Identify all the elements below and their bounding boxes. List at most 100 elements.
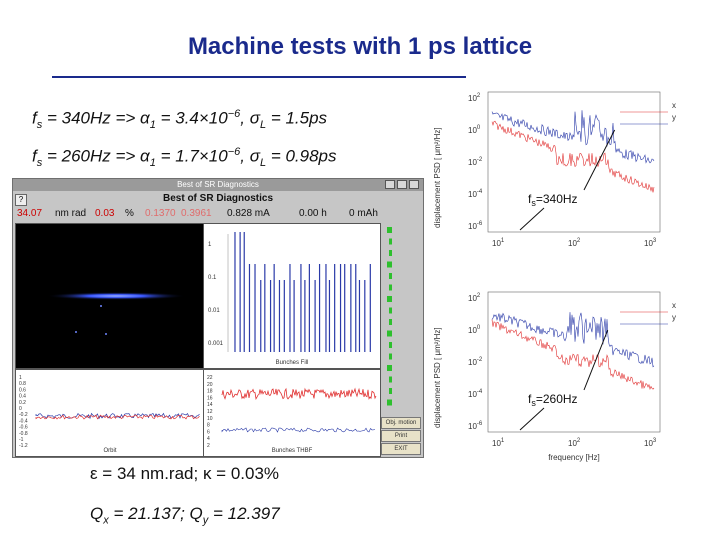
q-y-sub: y xyxy=(202,514,209,527)
beam-image xyxy=(46,292,186,335)
status-led xyxy=(389,273,392,279)
status-led xyxy=(389,319,392,325)
f1-sub3: L xyxy=(259,119,267,132)
psd-annotation: fs=260Hz xyxy=(528,392,578,408)
fill-xlabel: Bunches Fill xyxy=(276,360,309,366)
spectrum-tick-label: 14 xyxy=(207,402,213,408)
psd-ytick-label: 10-2 xyxy=(468,357,483,367)
psd-ytick-label: 10-4 xyxy=(468,389,483,399)
psd-legend-entry: y xyxy=(672,113,676,122)
sr-value: % xyxy=(125,208,134,219)
spectrum-tick-label: 4 xyxy=(207,436,210,442)
psd-trace-y xyxy=(491,110,655,164)
f1-sub2: 1 xyxy=(149,119,156,132)
f1-sub1: s xyxy=(36,119,43,132)
q-x-sub: x xyxy=(103,514,109,527)
f2-rest: , σ xyxy=(240,146,260,166)
orbit-tick-label: 1 xyxy=(19,375,22,381)
sr-value: 0.00 h xyxy=(299,208,327,219)
orbit-panel: 1 0.8 0.6 0.4 0.2 0 -0.2 -0.4 -0.6 -0.8 -1 -1.2 Orbi… xyxy=(15,369,205,457)
beam-image-panel xyxy=(15,223,205,369)
q-x-symbol: Q xyxy=(90,504,104,523)
fill-tick-label: 1 xyxy=(208,242,212,248)
f1-tail: = 1.5ps xyxy=(266,108,328,128)
status-led xyxy=(387,399,392,406)
spectrum-tick-label: 22 xyxy=(207,375,213,381)
orbit-tick-label: -1.2 xyxy=(19,443,28,449)
f1-exp: −6 xyxy=(227,108,241,120)
orbit-trace-x xyxy=(35,414,200,420)
orbit-tick-label: -0.8 xyxy=(19,431,28,437)
spectrum-tick-label: 20 xyxy=(207,382,213,388)
obj-motion-button[interactable]: Obj. motion xyxy=(381,417,421,429)
print-button[interactable]: Print xyxy=(381,430,421,442)
psd-xtick-label: 101 xyxy=(492,238,505,248)
orbit-tick-label: 0 xyxy=(19,406,22,412)
psd-xlabel: frequency [Hz] xyxy=(548,453,600,462)
sr-value-row: 34.07 nm rad 0.03% 0.1370 0.3961 0.828 mA 0.00… xyxy=(13,207,423,221)
close-icon[interactable] xyxy=(409,180,419,189)
status-led xyxy=(387,330,392,337)
f1-eq: = 3.4×10 xyxy=(155,108,228,128)
orbit-tick-label: 0.6 xyxy=(19,387,26,393)
orbit-tick-label: -0.6 xyxy=(19,425,28,431)
status-led xyxy=(387,227,392,233)
sr-value: 0 mAh xyxy=(349,208,378,219)
sr-header: Best of SR Diagnostics xyxy=(162,193,274,204)
orbit-tick-label: 0.8 xyxy=(19,381,26,387)
status-led xyxy=(389,307,392,314)
orbit-plot: 10.80.60.40.20-0.2-0.4-0.6-0.8-1-1.2 Orbi… xyxy=(19,375,200,454)
tune-result: Qx = 21.137; Qy = 12.397 xyxy=(90,504,280,526)
f1-prefix: f xyxy=(32,108,37,128)
sr-value: 0.03 xyxy=(95,208,115,219)
annotation-arrow-lower xyxy=(519,407,545,431)
psd-xtick-label: 103 xyxy=(644,238,657,248)
psd-xtick-label: 101 xyxy=(492,438,505,448)
status-led xyxy=(389,388,392,394)
spectrum-tick-label: 12 xyxy=(207,409,213,415)
f2-eq: = 1.7×10 xyxy=(155,146,228,166)
orbit-tick-label: -0.4 xyxy=(19,418,28,424)
f2-sub1: s xyxy=(36,157,43,170)
psd-ytick-label: 100 xyxy=(468,325,481,335)
beam-speck xyxy=(100,305,102,307)
psd-legend-entry: x xyxy=(672,301,676,310)
maximize-icon[interactable] xyxy=(397,180,407,189)
q-y-value: = 12.397 xyxy=(208,504,280,523)
f2-sub3: L xyxy=(259,157,267,170)
status-led xyxy=(389,353,392,360)
psd-ytick-label: 10-2 xyxy=(468,157,483,167)
spectrum-tick-label: 16 xyxy=(207,395,213,401)
status-led xyxy=(389,238,392,245)
psd-legend-entry: y xyxy=(672,313,676,322)
sr-value: 0.1370 xyxy=(145,208,176,219)
spectrum-trace-x xyxy=(221,387,377,400)
spectrum-trace-y xyxy=(221,427,376,433)
psd-ylabel: displacement PSD [ μm²/Hz] xyxy=(433,327,442,428)
psd-xtick-label: 102 xyxy=(568,238,581,248)
f2-tail: = 0.98ps xyxy=(266,146,337,166)
sr-value: 0.3961 xyxy=(181,208,212,219)
f1-mid: = 340Hz => α xyxy=(42,108,150,128)
psd-xtick-label: 102 xyxy=(568,438,581,448)
minimize-icon[interactable] xyxy=(385,180,395,189)
beam-speck xyxy=(75,331,77,333)
exit-button[interactable]: EXIT xyxy=(381,443,421,455)
spectrum-tick-label: 10 xyxy=(207,416,213,422)
fill-tick-label: 0.1 xyxy=(208,275,217,281)
status-led xyxy=(389,250,392,256)
psd-legend-entry: x xyxy=(672,101,676,110)
sr-diagnostics-window: Best of SR Diagnostics Best of SR Diagno… xyxy=(12,178,424,458)
help-button[interactable]: ? xyxy=(15,194,27,206)
status-led xyxy=(387,261,392,268)
orbit-tick-label: -1 xyxy=(19,437,24,443)
psd-plot-340hz: displacement PSD [ μm²/Hz] 102 100 10-2 10-4… xyxy=(433,91,676,248)
annotation-arrow-lower xyxy=(519,207,545,231)
slide-title: Machine tests with 1 ps lattice xyxy=(187,33,533,60)
psd-ytick-label: 10-4 xyxy=(468,189,483,199)
spectrum-tick-label: 2 xyxy=(207,443,210,449)
status-led xyxy=(387,365,392,371)
spectrum-tick-label: 6 xyxy=(207,429,210,435)
formula-340hz: fs = 340Hz => α1 = 3.4×10−6, σL = 1.5ps xyxy=(32,108,327,131)
